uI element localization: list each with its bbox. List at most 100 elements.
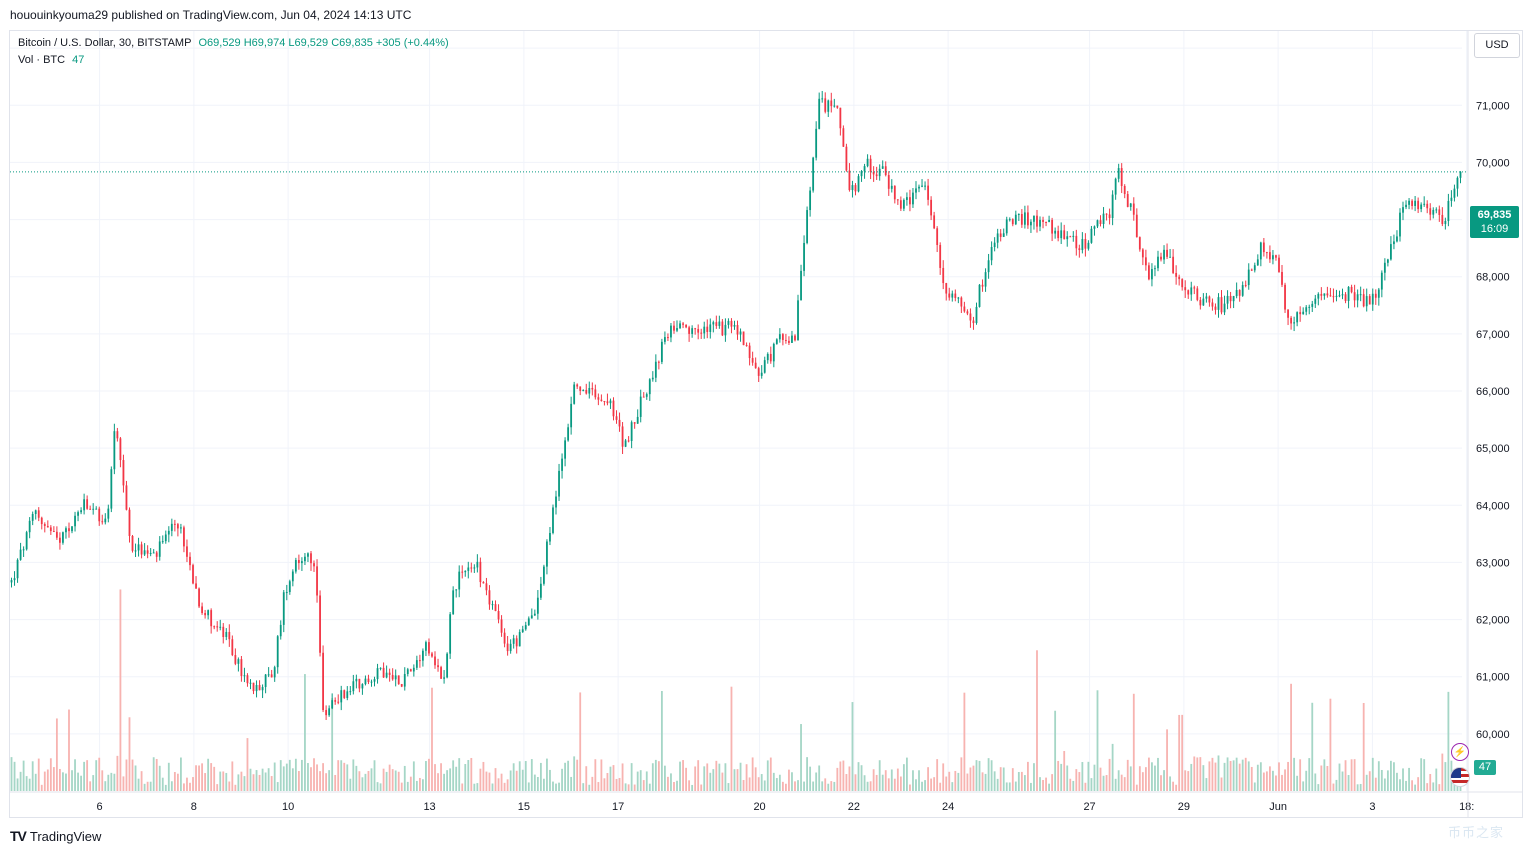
us-flag-icon[interactable] (1450, 767, 1470, 787)
candle-body (706, 326, 709, 332)
candle-body (730, 320, 733, 327)
candle-body (921, 185, 923, 187)
volume-bar (80, 775, 82, 791)
volume-bar (515, 770, 518, 791)
candle-body (954, 293, 957, 298)
candle-body (657, 361, 660, 363)
candle-body (1163, 249, 1165, 260)
volume-bar (996, 778, 999, 791)
candle-body (1311, 303, 1314, 307)
volume-bar (213, 766, 216, 791)
candle-body (1386, 259, 1389, 263)
volume-bar (352, 759, 355, 791)
volume-bar (1051, 774, 1054, 791)
volume-bar (195, 765, 197, 791)
volume-bar (567, 760, 570, 791)
candle-body (1429, 208, 1432, 215)
volume-bar (927, 767, 929, 791)
candle-body (231, 639, 234, 656)
candle-body (119, 438, 122, 461)
volume-bar (573, 756, 576, 791)
volume-bar (842, 760, 845, 791)
volume-bar (860, 765, 863, 791)
candle-body (1223, 303, 1226, 313)
volume-bar (1253, 782, 1256, 791)
volume-bar (1154, 765, 1156, 791)
candle-body (896, 199, 899, 201)
volume-bar (418, 777, 421, 791)
candle-body (884, 166, 887, 176)
candle-body (742, 331, 745, 346)
legend-vol-label[interactable]: Vol · BTC (18, 54, 66, 66)
volume-bar (1371, 757, 1374, 791)
volume-bar (800, 724, 802, 791)
volume-bar (618, 777, 621, 791)
volume-bar (745, 764, 748, 791)
candle-body (83, 499, 86, 511)
y-tick-label: 66,000 (1476, 386, 1510, 398)
candle-body (1208, 296, 1211, 303)
candle-body (46, 525, 49, 528)
volume-bar (1278, 762, 1280, 791)
candle-body (434, 656, 436, 666)
candle-body (833, 105, 836, 107)
candle-body (552, 507, 554, 533)
volume-bar (869, 781, 872, 791)
volume-bar (1120, 774, 1123, 791)
candle-body (909, 197, 911, 205)
volume-bar (1275, 775, 1277, 791)
candle-body (101, 521, 104, 523)
volume-bar (388, 764, 391, 791)
volume-bar (1090, 778, 1093, 791)
volume-bar (685, 767, 687, 791)
volume-bar (1320, 765, 1323, 791)
volume-bar (821, 781, 824, 791)
volume-bar (736, 769, 739, 791)
candle-body (1371, 293, 1374, 305)
volume-bar (86, 760, 89, 791)
candle-body (1196, 288, 1199, 300)
candle-body (240, 659, 243, 676)
volume-bar (1244, 757, 1247, 791)
volume-bar (830, 781, 833, 791)
candle-body (325, 710, 328, 716)
volume-bar (370, 768, 373, 791)
volume-bar (482, 761, 485, 791)
volume-bar (633, 784, 636, 791)
candle-body (216, 626, 219, 628)
x-tick-label: 24 (942, 801, 954, 813)
candle-body (403, 673, 406, 687)
volume-bar (978, 760, 981, 791)
volume-bar (1365, 774, 1368, 791)
candle-body (591, 387, 594, 390)
candle-body (446, 653, 449, 678)
volume-bar (506, 779, 509, 791)
tradingview-logo[interactable]: TV TradingView (10, 828, 101, 844)
candle-body (1229, 295, 1232, 302)
candle-body (1014, 214, 1017, 225)
volume-bar (1217, 755, 1220, 791)
volume-bar (1399, 779, 1401, 791)
currency-button[interactable]: USD (1474, 33, 1520, 58)
candle-body (52, 531, 55, 533)
candle-body (497, 611, 500, 620)
candle-body (225, 631, 228, 638)
volume-bar (1290, 683, 1292, 791)
volume-bar (839, 761, 842, 791)
volume-bar (1084, 782, 1087, 791)
candle-body (1235, 289, 1238, 297)
candle-body (10, 580, 13, 583)
candle-body (791, 335, 793, 343)
candle-body (307, 553, 309, 557)
candle-body (561, 458, 563, 471)
volume-bar (712, 769, 715, 791)
candle-body (1232, 296, 1235, 302)
chart-frame[interactable] (9, 30, 1523, 818)
volume-bar (46, 769, 49, 791)
candle-body (1141, 249, 1144, 258)
legend-symbol[interactable]: Bitcoin / U.S. Dollar, 30, BITSTAMP (18, 37, 192, 49)
lightning-icon[interactable]: ⚡ (1451, 743, 1469, 761)
volume-bar (1223, 762, 1226, 791)
price-chart[interactable]: 72,00071,00070,00069,00068,00067,00066,0… (10, 31, 1522, 817)
candle-body (1411, 200, 1413, 206)
